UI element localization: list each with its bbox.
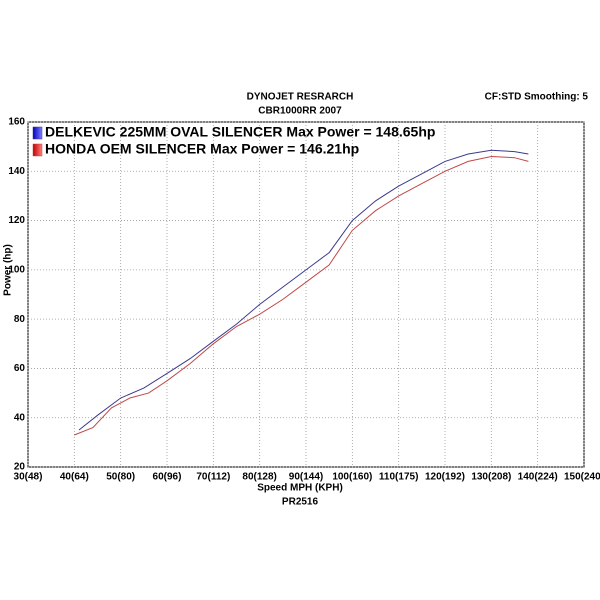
y-tick-label: 80 <box>14 314 26 325</box>
y-tick-label: 160 <box>8 117 25 128</box>
legend-label: DELKEVIC 225MM OVAL SILENCER Max Power =… <box>45 124 435 140</box>
x-tick-label: 140(224) <box>518 472 558 483</box>
x-tick-label: 40(64) <box>60 472 89 483</box>
x-tick-label: 70(112) <box>196 472 230 483</box>
x-axis-sublabel: PR2516 <box>282 497 319 508</box>
y-axis-label: Power (hp) <box>3 244 14 296</box>
x-tick-label: 120(192) <box>425 472 465 483</box>
y-tick-label: 140 <box>8 166 25 177</box>
legend-label: HONDA OEM SILENCER Max Power = 146.21hp <box>45 141 359 157</box>
y-tick-label: 100 <box>8 264 25 275</box>
x-tick-label: 60(96) <box>153 472 182 483</box>
series-line <box>78 149 529 431</box>
x-tick-label: 130(208) <box>471 472 511 483</box>
x-tick-label: 90(144) <box>289 472 323 483</box>
legend-marker <box>32 126 43 140</box>
x-tick-label: 110(175) <box>379 472 418 483</box>
series-line <box>74 155 529 436</box>
y-tick-label: 120 <box>8 215 25 226</box>
x-tick-label: 100(160) <box>332 472 372 483</box>
annotation: CF:STD Smoothing: 5 <box>485 92 589 103</box>
chart-title: DYNOJET RESRARCH <box>247 92 354 103</box>
y-tick-label: 60 <box>14 363 26 374</box>
chart-subtitle: CBR1000RR 2007 <box>258 106 342 117</box>
y-tick-label: 20 <box>14 462 26 473</box>
x-tick-label: 30(48) <box>14 472 43 483</box>
x-axis-label: Speed MPH (KPH) <box>257 483 343 494</box>
y-tick-label: 40 <box>14 412 26 423</box>
x-tick-label: 50(80) <box>106 472 135 483</box>
legend-marker <box>32 143 43 157</box>
x-tick-label: 80(128) <box>242 472 276 483</box>
x-tick-label: 150(240) <box>564 472 600 483</box>
